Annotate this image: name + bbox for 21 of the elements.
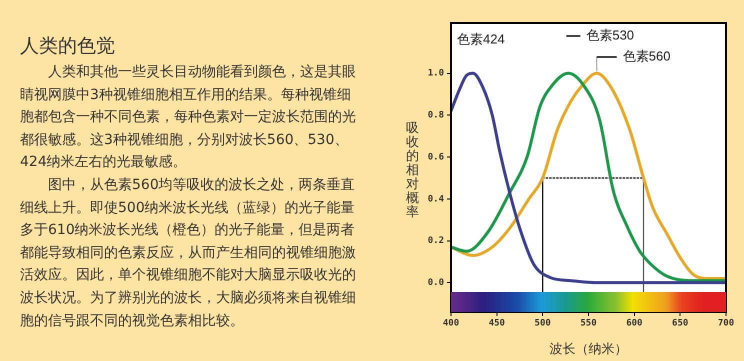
y-tick-label: 0.6: [428, 152, 444, 162]
x-tick-label: 550: [580, 318, 597, 329]
y-tick-label: 1.0: [428, 68, 444, 79]
y-tick-label: 0.8: [428, 110, 444, 120]
text: 图中，从色素560均等吸收的波长之处，两条垂直细线上升。即使500纳米波长光线（蓝绿）的光子能量多于610纳米波长光线（橙色）的光子能量，但是两者都能导致相同的色素反应，从而产生相同的视锥细胞激活效应。因此，单个视锥细胞不能对大脑显示吸收光的波长状况。为了辨别光的波长，大脑必须将来自视锥细胞的信号跟不同的视觉色素相比较。: [20, 176, 357, 331]
x-tick-label: 400: [442, 318, 460, 329]
x-tick-label: 600: [626, 318, 642, 329]
y-axis-title: 吸收的相对概率: [406, 121, 420, 220]
x-axis-title: 波长（纳米）: [550, 340, 628, 356]
text: 人类的色觉: [20, 34, 116, 59]
series-label: 色素560: [622, 48, 670, 64]
x-tick-label: 650: [672, 318, 688, 329]
text: 色素424: [457, 32, 505, 47]
y-tick-label: 0.0: [428, 278, 444, 288]
text: 人类和其他一些灵长目动物能看到颜色，这是其眼睛视网膜中3种视锥细胞相互作用的结果。每种视锥细胞都包含一种不同色素，每种色素对一定波长范围的光都很敏感。这3种视锥细胞，分别对波长560、530、424纳米左右的光最敏感。: [20, 63, 357, 172]
x-tick-label: 450: [488, 318, 505, 329]
y-tick-label: 0.4: [428, 194, 445, 204]
text: 色素530: [586, 28, 634, 43]
x-tick-label: 500: [534, 318, 551, 329]
y-tick-label: 0.2: [428, 236, 444, 246]
x-tick-label: 700: [718, 318, 734, 329]
